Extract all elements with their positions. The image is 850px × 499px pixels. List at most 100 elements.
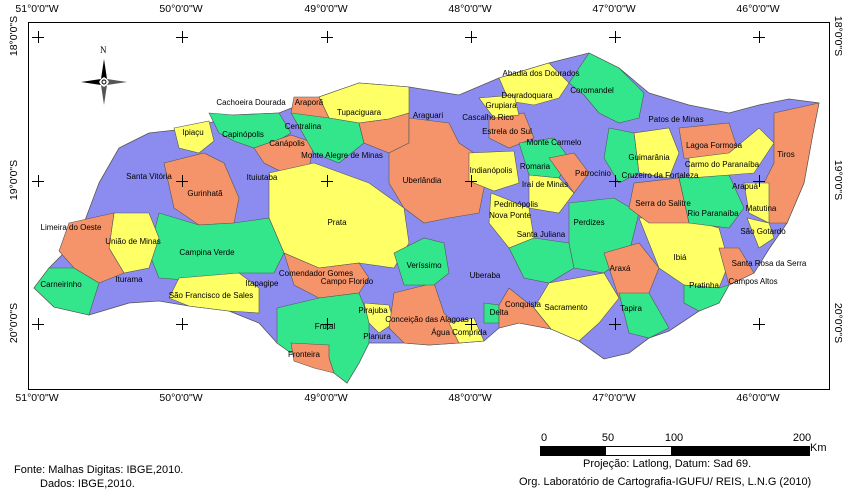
- grid-cross: [176, 175, 188, 187]
- muni-area: [388, 117, 490, 224]
- grid-cross: [32, 31, 44, 43]
- muni-area: [718, 247, 755, 286]
- projection-text: Projeção: Latlong, Datum: Sad 69.: [583, 458, 752, 470]
- muni-label: Itapagipe: [245, 279, 279, 288]
- muni-area: [173, 120, 215, 154]
- scale-unit: Km: [810, 442, 827, 454]
- muni-area: [276, 292, 370, 384]
- lat-tick-left: 18°0'0"S: [8, 15, 20, 57]
- muni-area: [603, 242, 660, 299]
- muni-label: Monte Carmelo: [526, 138, 582, 147]
- muni-label: Grupiara: [485, 101, 517, 110]
- grid-cross: [609, 175, 621, 187]
- muni-label: Capinópolis: [222, 130, 264, 139]
- muni-area: [746, 217, 775, 249]
- muni-label: Ituiutaba: [246, 173, 278, 182]
- lon-tick-bottom: 48°0'0"W: [448, 392, 492, 404]
- muni-label: Patos de Minas: [648, 115, 704, 124]
- muni-label: Estrela do Sul: [482, 127, 532, 136]
- lon-tick-top: 49°0'0"W: [304, 3, 348, 15]
- muni-label: Limeira do Oeste: [40, 223, 102, 232]
- scale-tick: 200: [792, 432, 812, 444]
- muni-area: [468, 150, 520, 192]
- lon-tick-top: 47°0'0"W: [592, 3, 636, 15]
- muni-label: Romaria: [519, 162, 551, 171]
- lat-tick-left: 19°0'0"S: [8, 159, 20, 201]
- muni-label: Douradoquara: [501, 91, 553, 100]
- grid-cross: [753, 318, 765, 330]
- muni-label: Pratinha: [689, 281, 719, 290]
- grid-cross: [321, 318, 333, 330]
- muni-area: [548, 152, 590, 194]
- muni-label: Tupaciguara: [336, 108, 382, 117]
- muni-label: Carmo do Paranaíba: [684, 160, 760, 169]
- muni-area: [33, 267, 100, 316]
- muni-label: Santa Rosa da Serra: [731, 259, 807, 268]
- lat-tick-right: 18°0'0"S: [832, 15, 844, 57]
- muni-area: [568, 52, 645, 124]
- scale-tick: 50: [601, 432, 615, 444]
- muni-label: Cascalho Rico: [462, 113, 514, 122]
- grid-cross: [321, 175, 333, 187]
- muni-label: São Francisco de Sales: [168, 291, 254, 300]
- muni-label: Iturama: [115, 275, 143, 284]
- muni-label: Campina Verde: [179, 248, 235, 257]
- muni-label: Cruzeiro da Fortaleza: [621, 171, 699, 180]
- org-text: Org. Laboratório de Cartografia-IGUFU/ R…: [519, 476, 812, 488]
- muni-label: Coromandel: [570, 86, 614, 95]
- lon-tick-bottom: 47°0'0"W: [592, 392, 636, 404]
- muni-label: Sacramento: [544, 303, 588, 312]
- muni-label: Comendador Gomes: [278, 269, 354, 278]
- scale-tick: 100: [664, 432, 684, 444]
- muni-label: Patrocínio: [574, 169, 612, 178]
- muni-label: Santa Vitória: [126, 172, 172, 181]
- grid-cross: [465, 175, 477, 187]
- muni-label: Fronteira: [287, 350, 321, 359]
- muni-label: Araxá: [609, 264, 631, 273]
- grid-cross: [609, 318, 621, 330]
- muni-area: [478, 94, 520, 119]
- muni-area: [393, 237, 450, 286]
- lon-tick-top: 50°0'0"W: [159, 3, 203, 15]
- muni-label: Conquista: [504, 300, 542, 309]
- muni-label: Planura: [363, 332, 391, 341]
- muni-label: Guimarânia: [628, 153, 670, 162]
- muni-area: [148, 212, 285, 282]
- grid-cross: [176, 318, 188, 330]
- muni-label: Tiros: [777, 150, 795, 159]
- muni-label: Arapuá: [732, 182, 758, 191]
- muni-label: União de Minas: [105, 237, 161, 246]
- muni-label: Iraí de Minas: [521, 180, 569, 189]
- grid-cross: [753, 31, 765, 43]
- lat-tick-right: 19°0'0"S: [832, 159, 844, 201]
- muni-label: Araguari: [412, 111, 444, 120]
- muni-label: Frutal: [314, 322, 336, 331]
- muni-label: Gurinhatã: [187, 189, 223, 198]
- lon-tick-top: 48°0'0"W: [448, 3, 492, 15]
- map-frame: N Abadia dos Dourados Douradoquara Corom…: [28, 22, 830, 390]
- muni-label: São Gotardo: [740, 227, 786, 236]
- muni-label: Campo Florido: [320, 277, 374, 286]
- muni-label: Perdizes: [573, 218, 605, 227]
- lon-tick-bottom: 46°0'0"W: [736, 392, 780, 404]
- scale-bar: [540, 446, 810, 456]
- north-label: N: [100, 45, 107, 55]
- grid-cross: [753, 175, 765, 187]
- grid-cross: [32, 318, 44, 330]
- lat-tick-left: 20°0'0"S: [8, 302, 20, 344]
- muni-label: Pedrinópolis: [493, 200, 539, 209]
- muni-label: Santa Juliana: [516, 230, 566, 239]
- muni-area: [618, 292, 670, 339]
- map-canvas: [33, 52, 820, 384]
- muni-label: Indianópolis: [469, 166, 513, 175]
- lon-tick-bottom: 50°0'0"W: [159, 392, 203, 404]
- muni-label: Rio Paranaíba: [687, 209, 739, 218]
- muni-area: [528, 174, 575, 214]
- muni-area: [163, 152, 240, 226]
- muni-label: Serra do Salitre: [635, 199, 691, 208]
- source-text: Fonte: Malhas Digitas: IBGE,2010.: [14, 464, 184, 476]
- grid-cross: [321, 31, 333, 43]
- grid-cross: [176, 31, 188, 43]
- muni-label: Ipiaçu: [182, 128, 204, 137]
